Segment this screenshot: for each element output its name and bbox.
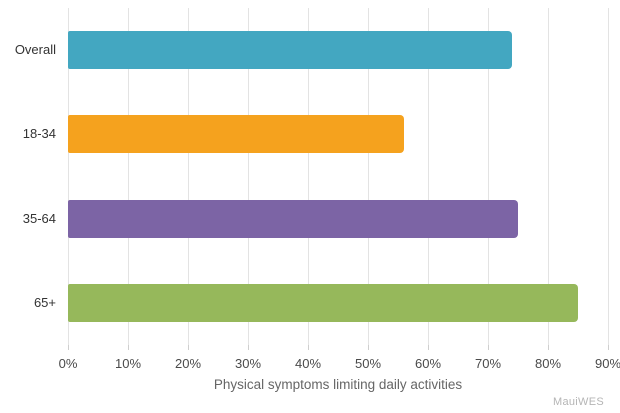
axis-tick — [548, 345, 549, 350]
axis-tick — [188, 345, 189, 350]
axis-tick — [488, 345, 489, 350]
gridline — [68, 8, 69, 345]
gridline — [188, 8, 189, 345]
gridline — [368, 8, 369, 345]
bar-overall — [68, 31, 512, 70]
x-tick-label: 70% — [474, 356, 502, 371]
gridline — [428, 8, 429, 345]
x-tick-label: 90% — [594, 356, 620, 371]
axis-tick — [68, 345, 69, 350]
gridline — [248, 8, 249, 345]
gridline — [308, 8, 309, 345]
x-tick-label: 80% — [534, 356, 562, 371]
category-label-65: 65+ — [33, 294, 56, 310]
x-tick-label: 60% — [414, 356, 442, 371]
axis-tick — [368, 345, 369, 350]
gridline — [608, 8, 609, 345]
x-tick-label: 30% — [234, 356, 262, 371]
gridline — [488, 8, 489, 345]
x-tick-label: 20% — [174, 356, 202, 371]
axis-tick — [128, 345, 129, 350]
axis-tick — [608, 345, 609, 350]
axis-tick — [308, 345, 309, 350]
x-tick-label: 10% — [114, 356, 142, 371]
x-axis-title: Physical symptoms limiting daily activit… — [213, 377, 463, 392]
gridline — [128, 8, 129, 345]
bar-18-34 — [68, 115, 404, 154]
plot-area — [68, 8, 609, 345]
category-label-35-64: 35-64 — [22, 210, 56, 226]
watermark: MauiWES — [553, 396, 604, 408]
bar-65 — [68, 283, 578, 322]
x-tick-label: 40% — [294, 356, 322, 371]
bar-35-64 — [68, 199, 518, 238]
x-tick-label: 50% — [354, 356, 382, 371]
category-label-overall: Overall — [14, 42, 56, 58]
x-tick-label: 0% — [58, 356, 78, 371]
gridline — [548, 8, 549, 345]
axis-tick — [248, 345, 249, 350]
axis-tick — [428, 345, 429, 350]
category-label-18-34: 18-34 — [22, 126, 56, 142]
